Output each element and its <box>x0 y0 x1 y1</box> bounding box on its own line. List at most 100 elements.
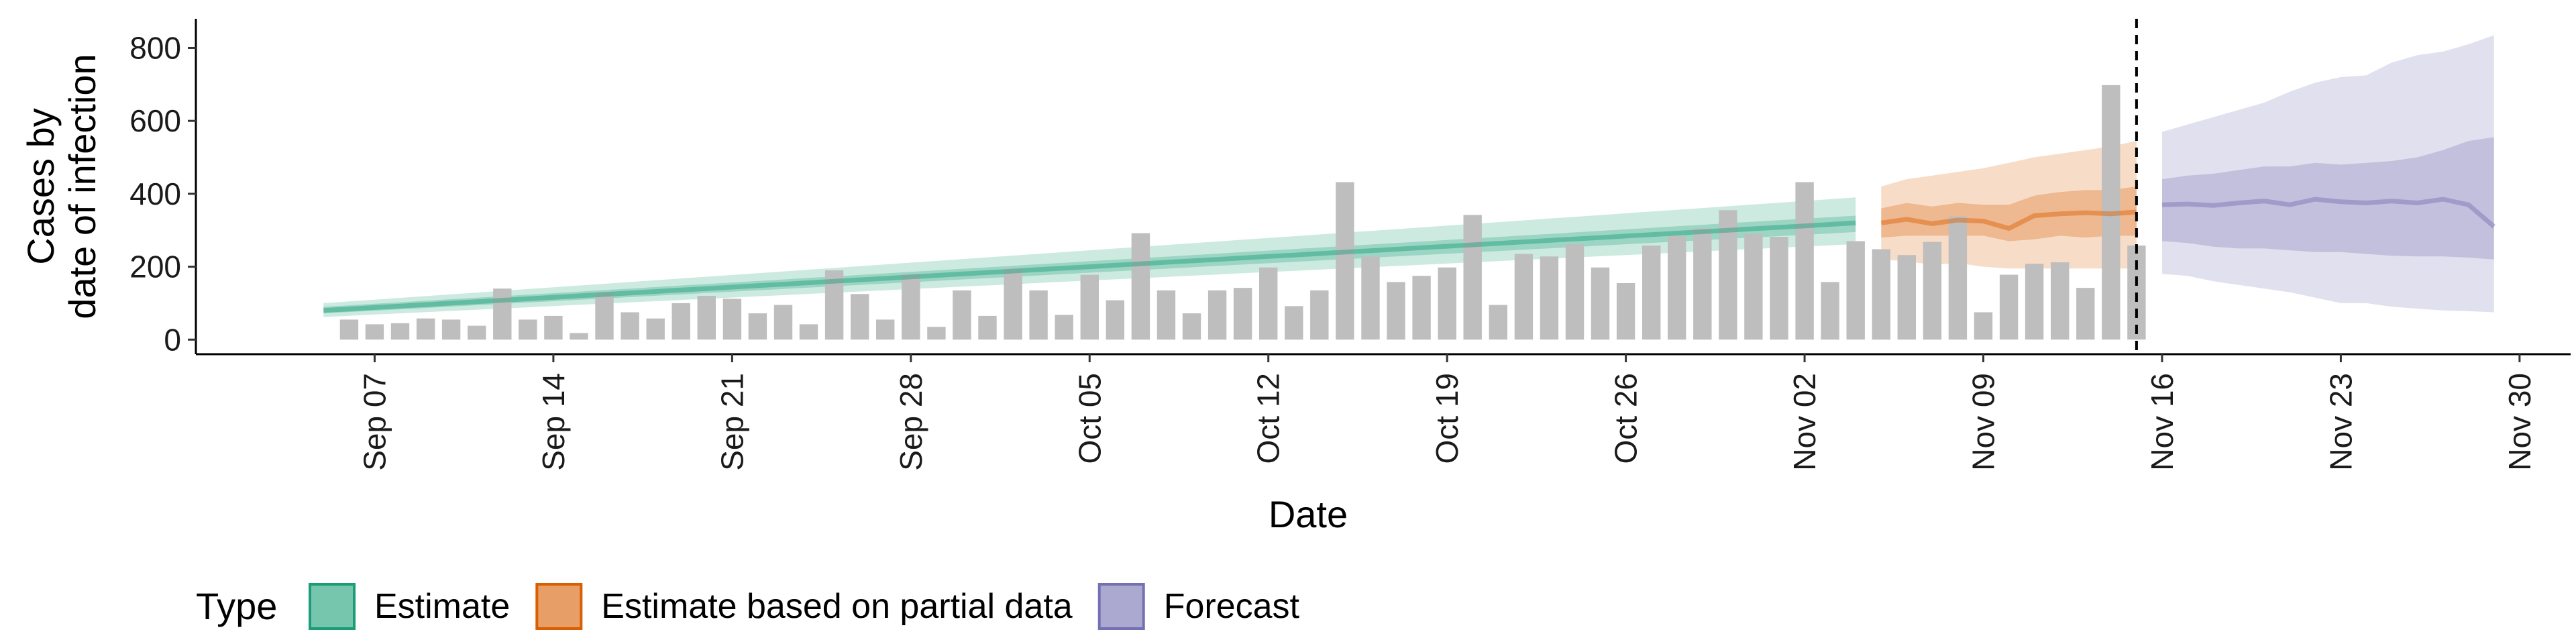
case-bar <box>1514 254 1534 340</box>
case-bar <box>1693 228 1712 340</box>
case-bar <box>1846 241 1865 340</box>
case-bar <box>1080 274 1099 340</box>
case-bar <box>1182 313 1201 340</box>
x-tick-label: Oct 05 <box>1072 373 1107 464</box>
forecast-median-line <box>2161 197 2496 229</box>
bars <box>339 85 2146 340</box>
case-bar <box>1719 210 1737 340</box>
case-bar <box>722 299 742 340</box>
case-bar <box>773 305 793 340</box>
case-bar <box>519 319 537 340</box>
legend-label-estimate-based-on-partial-data: Estimate based on partial data <box>601 587 1073 626</box>
x-tick-label: Oct 19 <box>1430 373 1464 464</box>
case-bar <box>339 319 359 340</box>
case-bar <box>493 288 512 340</box>
case-bar <box>1821 282 1839 340</box>
case-bar <box>1233 288 1252 340</box>
case-bar <box>1974 312 1993 340</box>
case-bar <box>1923 241 1942 340</box>
y-tick-label: 800 <box>129 30 181 65</box>
case-bar <box>1642 246 1661 340</box>
case-bar <box>595 292 614 340</box>
case-bar <box>1489 305 1507 340</box>
legend-title: Type <box>196 585 277 627</box>
forecast-outer-band <box>2162 35 2494 313</box>
case-bar <box>1106 300 1124 340</box>
case-bar <box>1310 290 1329 340</box>
case-bar <box>824 270 844 340</box>
case-bar <box>1565 244 1585 340</box>
case-bar <box>2102 85 2121 340</box>
case-bar <box>621 312 639 340</box>
case-bar <box>390 323 410 340</box>
y-tick-label: 600 <box>129 103 181 138</box>
estimate-based-on-partial-data-outer-band <box>1881 141 2137 269</box>
case-bar <box>1208 290 1227 340</box>
x-tick-label: Nov 09 <box>1966 373 2001 471</box>
case-bar <box>672 303 690 340</box>
case-bar <box>1948 216 1968 340</box>
y-tick-label: 0 <box>164 322 181 357</box>
case-bar <box>748 313 767 340</box>
case-bar <box>1616 283 1635 340</box>
case-bar <box>1872 249 1890 340</box>
case-bar <box>2051 262 2070 340</box>
case-bar <box>1157 290 1176 340</box>
legend-swatch-estimate-based-on-partial-data <box>535 583 583 630</box>
x-tick-label: Sep 14 <box>536 373 571 471</box>
y-axis-title-line: Cases by <box>19 108 62 264</box>
x-tick-label: Sep 07 <box>358 373 392 471</box>
x-axis-title: Date <box>1269 493 1348 535</box>
case-bar <box>1285 306 1303 340</box>
case-bar <box>1029 290 1048 340</box>
x-tick-label: Nov 16 <box>2145 373 2180 471</box>
case-bar <box>1004 268 1022 340</box>
case-bar <box>1259 267 1278 340</box>
x-tick-label: Nov 23 <box>2323 373 2358 471</box>
forecast-inner-band <box>2162 137 2494 260</box>
legend-swatch-forecast <box>1097 583 1145 630</box>
uncertainty-bands <box>323 35 2494 317</box>
case-bar <box>1744 233 1763 340</box>
case-bar <box>876 319 895 340</box>
case-bar <box>1463 215 1482 340</box>
estimate-based-on-partial-data-median-line <box>1880 209 2137 231</box>
y-axis-title-line: date of infection <box>61 54 103 319</box>
x-tick-label: Sep 28 <box>894 373 928 471</box>
case-bar <box>1540 256 1559 340</box>
case-bar <box>902 274 920 340</box>
case-bar <box>927 327 946 340</box>
case-bar <box>441 319 461 340</box>
case-bar <box>851 294 869 340</box>
case-bar <box>416 318 435 340</box>
case-bar <box>1770 237 1788 340</box>
x-tick-label: Oct 26 <box>1609 373 1644 464</box>
legend-swatch-estimate <box>309 583 356 630</box>
case-bar <box>697 296 716 340</box>
case-bar <box>570 333 588 340</box>
y-tick-label: 200 <box>129 250 181 284</box>
legend-label-estimate: Estimate <box>374 587 510 626</box>
case-bar <box>468 325 486 340</box>
case-bar <box>1438 267 1456 340</box>
case-bar <box>1387 282 1405 340</box>
legend-label-forecast: Forecast <box>1164 587 1300 626</box>
case-bar <box>1336 182 1354 340</box>
x-tick-label: Nov 02 <box>1787 373 1822 471</box>
axes: 0 200 400 600 800 Sep 07 Sep 14 Sep 21 Sep 28 Oct… <box>19 19 2571 535</box>
case-bar <box>1412 276 1431 340</box>
case-bar <box>1361 256 1380 340</box>
median-lines <box>323 19 2496 354</box>
case-bar <box>544 315 563 340</box>
case-bar <box>365 324 384 340</box>
case-bar <box>1591 267 1610 340</box>
y-tick-label: 400 <box>129 176 181 211</box>
x-tick-label: Nov 30 <box>2502 373 2537 471</box>
case-bar <box>2076 288 2095 340</box>
case-bar <box>2025 264 2044 340</box>
case-bar <box>978 315 997 340</box>
case-bar <box>1795 182 1814 340</box>
legend: Type Estimate Estimate based on partial da… <box>196 583 1300 630</box>
